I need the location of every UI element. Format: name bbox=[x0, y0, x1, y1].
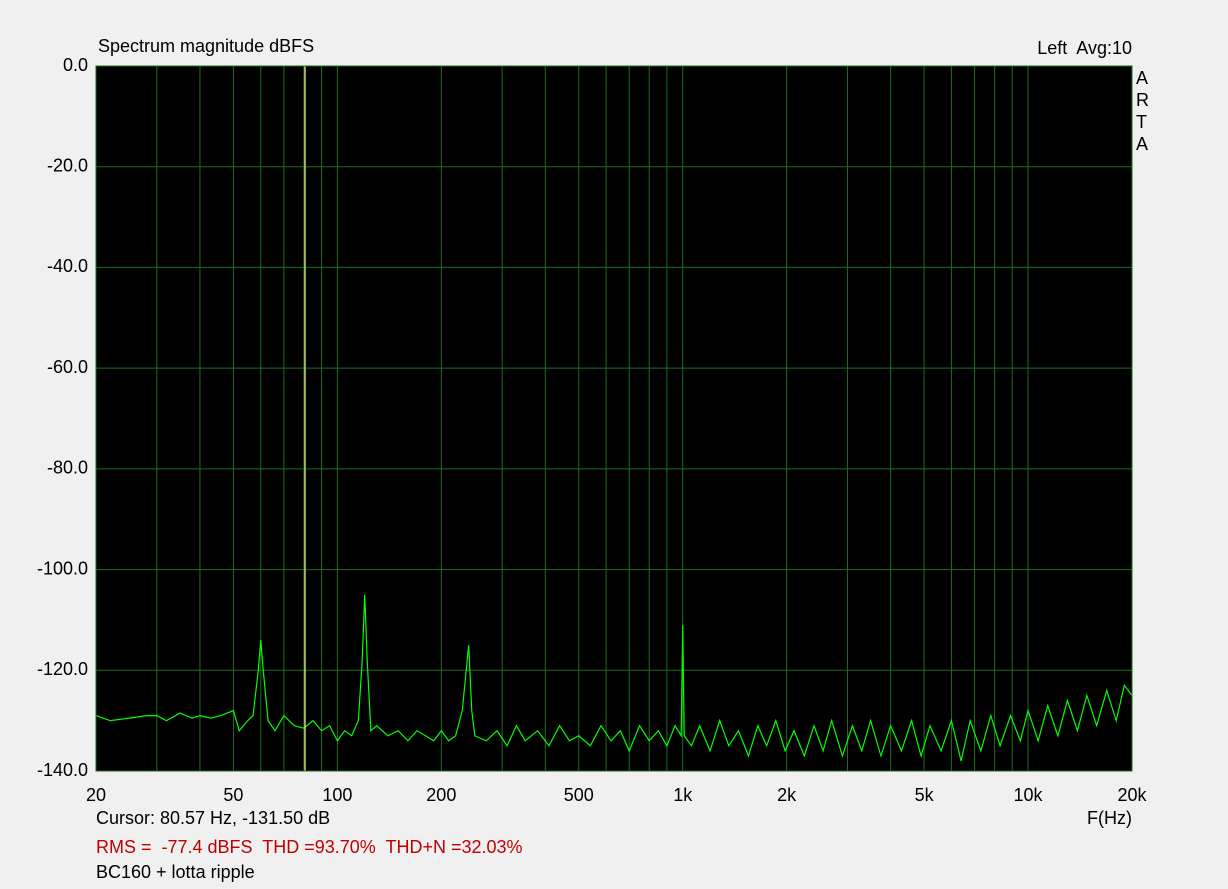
x-tick-label: 5k bbox=[915, 785, 935, 805]
y-tick-label: -40.0 bbox=[47, 256, 88, 276]
y-tick-label: -100.0 bbox=[37, 558, 88, 578]
y-tick-label: -80.0 bbox=[47, 458, 88, 478]
x-tick-label: 50 bbox=[223, 785, 243, 805]
caption: BC160 + lotta ripple bbox=[96, 862, 255, 882]
x-tick-label: 20k bbox=[1117, 785, 1147, 805]
cursor-label: Cursor: 80.57 Hz, -131.50 dB bbox=[96, 808, 330, 828]
spectrum-line bbox=[95, 594, 1133, 762]
y-tick-label: -60.0 bbox=[47, 357, 88, 377]
x-tick-label: 100 bbox=[322, 785, 352, 805]
x-tick-label: 10k bbox=[1014, 785, 1044, 805]
x-tick-label: 200 bbox=[426, 785, 456, 805]
stats: RMS = -77.4 dBFS THD =93.70% THD+N =32.0… bbox=[96, 837, 523, 857]
plot-area bbox=[96, 66, 1132, 771]
x-tick-label: 1k bbox=[673, 785, 693, 805]
x-tick-label: 2k bbox=[777, 785, 797, 805]
x-tick-label: 20 bbox=[86, 785, 106, 805]
y-tick-label: 0.0 bbox=[63, 55, 88, 75]
watermark: ARTA bbox=[1136, 68, 1149, 154]
y-tick-label: -120.0 bbox=[37, 659, 88, 679]
plot-border bbox=[95, 65, 1133, 772]
y-tick-label: -20.0 bbox=[47, 155, 88, 175]
channel-label: Left Avg:10 bbox=[1037, 38, 1132, 58]
chart-title: Spectrum magnitude dBFS bbox=[98, 36, 314, 56]
x-tick-label: 500 bbox=[564, 785, 594, 805]
x-axis-label: F(Hz) bbox=[1087, 808, 1132, 828]
y-tick-label: -140.0 bbox=[37, 760, 88, 780]
